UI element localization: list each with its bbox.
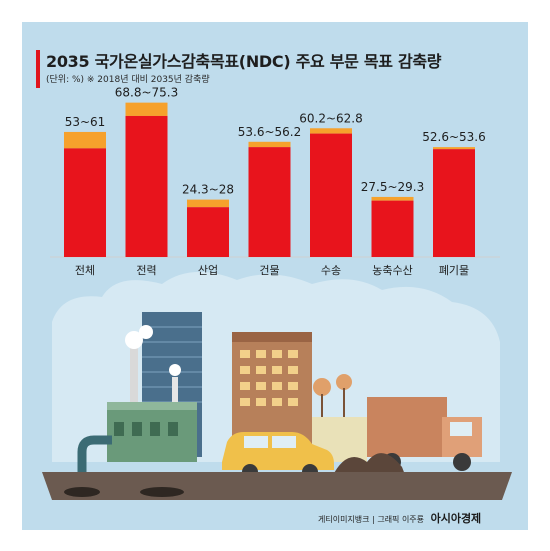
bar-base-2 — [187, 207, 229, 257]
bar-base-4 — [310, 133, 352, 257]
category-label-4: 수송 — [321, 264, 341, 277]
value-label-3: 53.6~56.2 — [238, 125, 302, 139]
city-illustration — [42, 271, 512, 500]
bar-base-6 — [433, 149, 475, 257]
bar-range-5 — [371, 196, 414, 201]
title-accent-bar — [36, 50, 40, 88]
credit-separator: | — [372, 515, 375, 524]
bar-range-2 — [187, 199, 229, 208]
chart-subtitle: (단위: %) ※ 2018년 대비 2035년 감축량 — [46, 75, 210, 85]
value-label-6: 52.6~53.6 — [422, 130, 486, 144]
bar-range-4 — [310, 128, 352, 134]
value-label-0: 53~61 — [65, 115, 106, 129]
bar-range-1 — [125, 102, 168, 116]
smoke-puff — [139, 325, 153, 339]
category-label-1: 전력 — [136, 264, 156, 277]
value-label-5: 27.5~29.3 — [361, 180, 425, 194]
category-label-3: 건물 — [259, 264, 279, 277]
smoke-puff — [125, 331, 143, 349]
bar-base-3 — [248, 147, 291, 257]
smoke-puff — [169, 364, 181, 376]
credit-line: 게티이미지뱅크 | 그래픽 이주룡 아시아경제 — [318, 510, 481, 526]
tree — [313, 378, 331, 396]
category-label-0: 전체 — [75, 264, 95, 277]
category-label-2: 산업 — [198, 264, 218, 277]
chart-title: 2035 국가온실가스감축목표(NDC) 주요 부문 목표 감축량 — [46, 52, 442, 71]
credit-brand: 아시아경제 — [430, 512, 482, 525]
value-label-1: 68.8~75.3 — [115, 86, 179, 100]
garbage-truck-body — [367, 397, 447, 457]
credit-graphic: 그래픽 이주룡 — [377, 515, 425, 524]
illustration-panel — [22, 22, 528, 530]
category-labels: 전체 전력 산업 건물 수송 농축수산 폐기물 — [75, 264, 469, 277]
bar-chart: 53~61 68.8~75.3 24.3~28 53.6~56.260.2~62.8 2… — [50, 86, 500, 277]
category-label-6: 폐기물 — [439, 264, 469, 277]
bar-base-1 — [125, 115, 168, 258]
ground — [42, 472, 512, 500]
bar-base-0 — [64, 148, 106, 257]
value-labels: 53~61 68.8~75.3 24.3~28 53.6~56.260.2~62.8 2… — [65, 86, 486, 197]
bars — [64, 102, 475, 258]
category-label-5: 농축수산 — [372, 264, 412, 277]
pipe — [77, 435, 112, 492]
credit-source: 게티이미지뱅크 — [318, 515, 370, 524]
tree — [336, 374, 352, 390]
value-label-2: 24.3~28 — [182, 183, 234, 197]
bar-range-3 — [248, 141, 291, 148]
value-label-4: 60.2~62.8 — [299, 111, 363, 125]
bar-range-0 — [64, 131, 106, 149]
bar-range-6 — [433, 147, 475, 150]
bar-base-5 — [371, 200, 414, 257]
